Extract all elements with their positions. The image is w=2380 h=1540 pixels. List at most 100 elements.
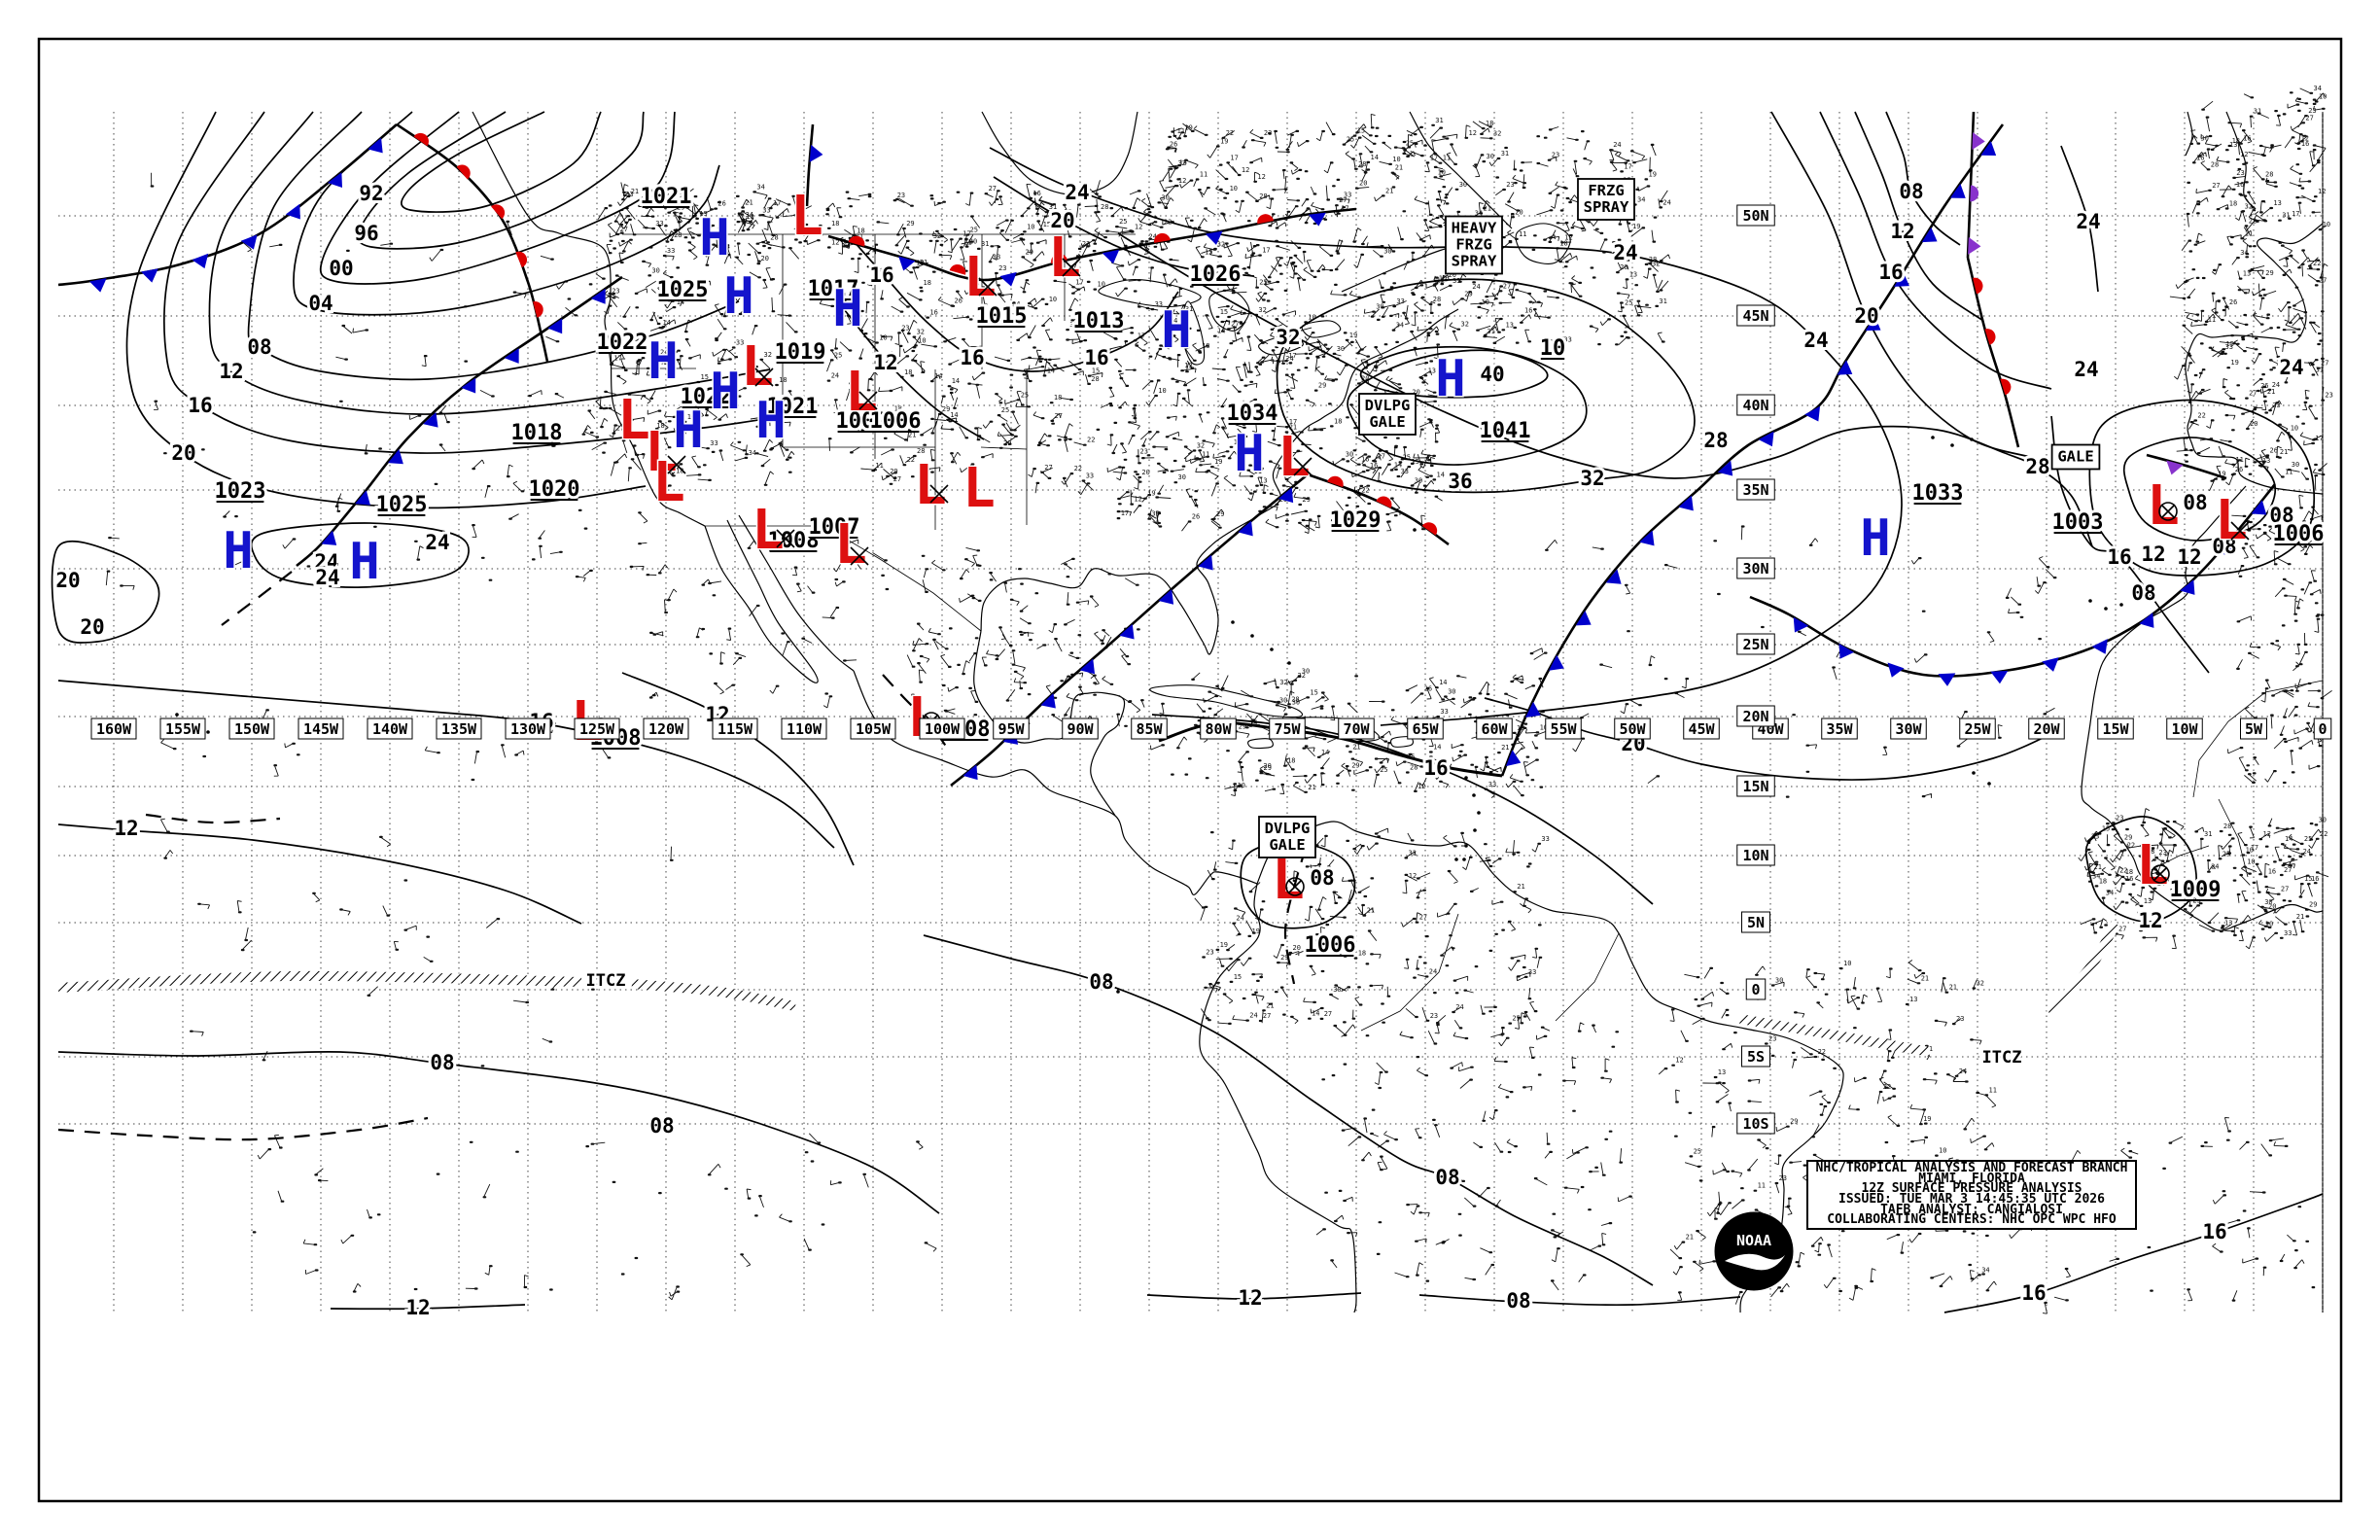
station-value: 18 <box>904 368 912 376</box>
cold-front-pip <box>1717 460 1733 476</box>
station-value: 19 <box>1220 138 1228 146</box>
cold-front-pip <box>1865 316 1881 332</box>
station-value: 29 <box>906 220 914 228</box>
station-value: 21 <box>1074 311 1082 319</box>
station-value: 12 <box>831 239 839 247</box>
low-center-symbol: L <box>752 499 785 562</box>
isobar <box>163 111 785 454</box>
latitude-label-box <box>1736 557 1775 579</box>
station-value: 16 <box>1370 462 1378 470</box>
station-value: 30 <box>1178 473 1186 481</box>
warm-front-pip <box>413 132 429 147</box>
low-position-circle <box>2158 502 2178 521</box>
small-island-dot <box>1116 990 1120 994</box>
station-value: 24 <box>2303 848 2311 856</box>
station-value: 18 <box>857 228 864 235</box>
station-value: 22 <box>2313 260 2321 267</box>
isobar-value-label: 24 <box>2279 356 2303 379</box>
longitude-label-box <box>1338 718 1375 740</box>
coastline <box>1199 883 1357 1313</box>
station-wind-barbs <box>872 546 1145 730</box>
station-value: 26 <box>679 192 686 200</box>
station-wind-barbs <box>1315 1009 1630 1291</box>
cold-front-pip <box>898 256 916 271</box>
station-value: 11 <box>1254 468 1262 475</box>
isobar-value-label: 20 <box>55 569 80 592</box>
station-value: 24 <box>660 348 668 356</box>
station-value: 23 <box>1206 949 1213 957</box>
small-island-dot <box>1472 793 1476 797</box>
cold-front-pip <box>141 268 158 283</box>
coastline <box>981 111 1138 195</box>
station-value: 34 <box>749 449 756 457</box>
longitude-label-box <box>1407 718 1444 740</box>
warm-front-pip <box>1327 475 1344 488</box>
warm-front-pip <box>1257 214 1275 225</box>
pressure-value-label: 1025 <box>376 493 428 517</box>
station-value: 33 <box>736 339 744 347</box>
station-value: 26 <box>1170 140 1177 148</box>
station-wind-barbs <box>819 228 1103 495</box>
station-value: 10 <box>918 336 926 344</box>
political-border <box>705 525 982 632</box>
small-island-dot <box>1473 828 1477 832</box>
station-value: 31 <box>1185 305 1193 313</box>
station-dots <box>1146 125 1450 229</box>
station-value: 20 <box>1263 762 1271 770</box>
high-center-symbol: H <box>755 392 786 450</box>
front-cold <box>1500 123 2005 777</box>
station-value: 24 <box>1662 198 1670 206</box>
high-center-symbol: H <box>1234 425 1264 483</box>
low-position-cross <box>1293 457 1312 476</box>
station-value: 12 <box>1134 496 1141 504</box>
station-value: 21 <box>908 431 916 438</box>
station-value: 14 <box>1179 158 1187 166</box>
longitude-label-box <box>1890 718 1927 740</box>
station-value: 15 <box>2304 875 2312 883</box>
warm-front-pip <box>456 164 471 180</box>
station-value: 19 <box>1923 1115 1931 1123</box>
station-value: 20 <box>1515 208 1522 216</box>
station-value: 27 <box>1044 464 1052 472</box>
station-value: 30 <box>1448 688 1455 696</box>
isobar <box>247 111 740 381</box>
station-value: 16 <box>2236 181 2244 189</box>
station-value: 31 <box>1487 328 1494 335</box>
front-trough <box>221 571 293 626</box>
pressure-value-label: 1007 <box>809 515 860 540</box>
station-value: 21 <box>1289 424 1297 432</box>
station-value: 22 <box>1361 486 1369 494</box>
front-trough <box>57 1116 429 1141</box>
small-island-dot <box>1270 648 1274 651</box>
station-value: 14 <box>1321 749 1329 756</box>
station-value: 19 <box>1220 941 1228 949</box>
isobar-value-label: 12 <box>114 817 138 840</box>
latitude-label: 5S <box>1747 1048 1765 1066</box>
station-value: 18 <box>1358 950 1366 958</box>
station-value: 26 <box>1620 263 1628 271</box>
longitude-label-box <box>2028 718 2065 740</box>
longitude-label-box <box>712 718 758 740</box>
station-value: 21 <box>1517 883 1524 891</box>
station-value: 32 <box>1217 241 1225 249</box>
info-line-product: 12Z SURFACE PRESSURE ANALYSIS <box>1861 1181 2082 1197</box>
station-value: 10 <box>1482 298 1489 306</box>
longitude-label-box <box>781 718 827 740</box>
station-value: 19 <box>1184 123 1192 131</box>
station-value: 34 <box>2092 873 2100 881</box>
station-value: 25 <box>1694 1147 1701 1155</box>
cold-front-pip <box>1040 692 1056 709</box>
station-value: 27 <box>616 425 624 433</box>
political-border <box>2192 680 2324 798</box>
station-value: 23 <box>2116 814 2123 822</box>
station-value: 21 <box>2094 863 2102 871</box>
station-value: 13 <box>2262 457 2270 465</box>
station-value: 19 <box>1289 471 1297 478</box>
station-dots <box>1107 238 1442 531</box>
station-value: 30 <box>2292 461 2299 469</box>
station-value: 34 <box>1981 1266 1989 1274</box>
isobar-value-label: 12 <box>1890 220 1914 243</box>
station-value: 27 <box>1347 512 1354 520</box>
station-value: 21 <box>2280 448 2288 456</box>
annotation-layer: FRZGSPRAYHEAVYFRZGSPRAYDVLPGGALEGALEDVLP… <box>1258 178 2101 858</box>
